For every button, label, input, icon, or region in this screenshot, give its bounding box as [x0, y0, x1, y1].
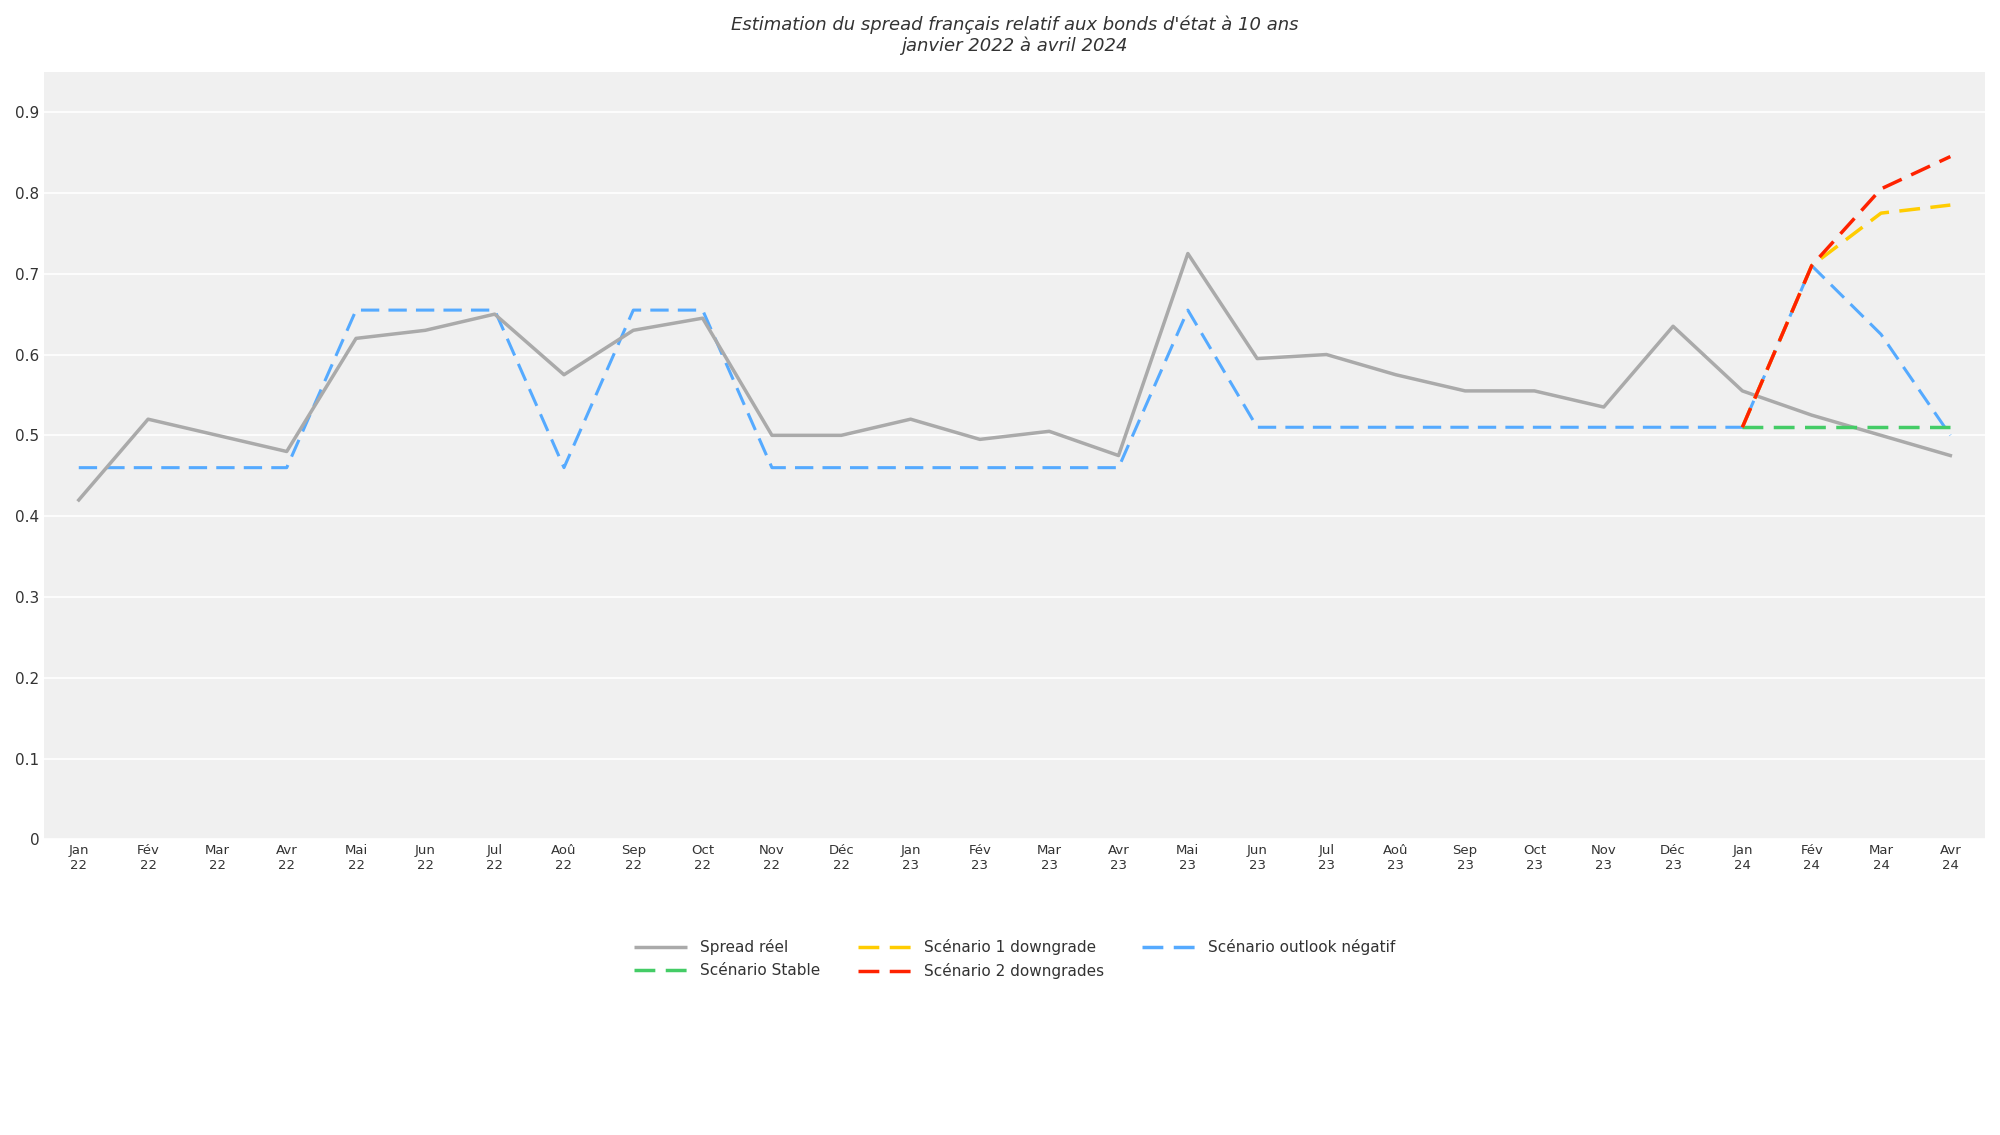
Legend: Spread réel, Scénario Stable, Scénario 1 downgrade, Scénario 2 downgrades, Scéna: Spread réel, Scénario Stable, Scénario 1…	[628, 933, 1402, 985]
Title: Estimation du spread français relatif aux bonds d'état à 10 ans
janvier 2022 à a: Estimation du spread français relatif au…	[730, 15, 1298, 54]
